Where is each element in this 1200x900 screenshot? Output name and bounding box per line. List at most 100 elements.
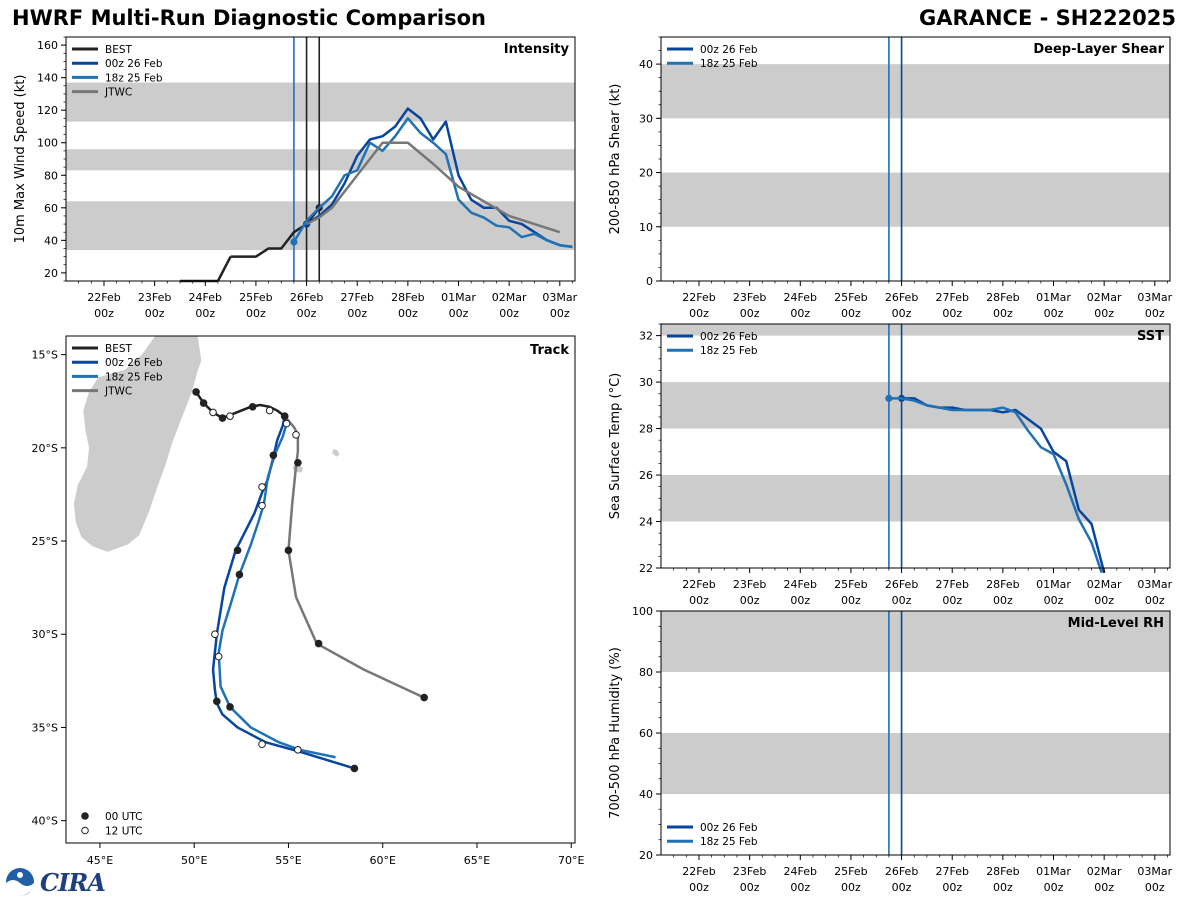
track-position-marker	[420, 693, 428, 702]
legend-label: 18z 25 Feb	[105, 72, 163, 84]
rh-panel: 20 40 60 80 100 22Feb 00z 23Feb 00z 24Feb 00z 25Feb…	[608, 605, 1173, 894]
shear-xtick-sublabel: 00z	[1044, 307, 1064, 320]
marker-legend-symbol	[81, 826, 89, 835]
intensity-series-line	[292, 117, 573, 249]
shear-xtick-label: 27Feb	[935, 291, 968, 304]
intensity-xtick-label: 01Mar	[441, 291, 476, 304]
shear-ytick-label: 10	[639, 221, 653, 234]
sst-xtick-sublabel: 00z	[1145, 594, 1165, 607]
track-position-marker	[248, 403, 257, 411]
track-position-marker	[192, 388, 200, 396]
legend-label: 00z 26 Feb	[105, 357, 163, 369]
shear-xtick-sublabel: 00z	[689, 307, 709, 320]
intensity-xtick-sublabel: 00z	[398, 307, 418, 320]
intensity-xtick-label: 03Mar	[542, 291, 577, 304]
track-line	[283, 415, 425, 699]
track-position-marker	[350, 764, 359, 773]
legend-label: 18z 25 Feb	[105, 371, 163, 383]
rh-xtick-label: 02Mar	[1087, 865, 1122, 878]
intensity-ytick-label: 80	[44, 169, 58, 182]
shear-xtick-label: 23Feb	[733, 291, 766, 304]
rh-xtick-label: 24Feb	[784, 865, 817, 878]
track-position-marker	[214, 652, 223, 661]
track-xtick-label: 60°E	[369, 854, 395, 867]
sst-ytick-label: 32	[639, 330, 653, 343]
intensity-series-line	[305, 107, 573, 249]
intensity-xtick-sublabel: 00z	[297, 307, 317, 320]
sst-ytick-label: 24	[639, 516, 653, 529]
track-panel: 45°E 50°E 55°E 60°E 65°E 70°E 15°S 20°S 25°S 30°S…	[32, 335, 585, 867]
legend-label: JTWC	[104, 87, 132, 99]
intensity-ytick-label: 20	[44, 267, 58, 280]
legend-label: 18z 25 Feb	[700, 836, 758, 848]
track-line	[195, 391, 286, 420]
track-xtick-label: 65°E	[464, 854, 490, 867]
rh-panel-title: Mid-Level RH	[1068, 616, 1164, 631]
sst-ytick-label: 30	[639, 376, 653, 389]
track-axes-frame	[65, 335, 576, 844]
track-position-marker	[269, 451, 278, 460]
shear-xtick-sublabel: 00z	[740, 307, 760, 320]
noaa-emblem-icon	[6, 868, 34, 896]
sst-xtick-sublabel: 00z	[993, 594, 1013, 607]
logo-text: CIRA	[40, 868, 106, 897]
rh-xtick-sublabel: 00z	[841, 881, 861, 894]
marker-legend-label: 00 UTC	[105, 811, 143, 823]
track-position-marker	[211, 630, 219, 639]
rh-xtick-sublabel: 00z	[790, 881, 810, 894]
rh-xtick-label: 26Feb	[885, 865, 918, 878]
rh-xtick-label: 03Mar	[1137, 865, 1172, 878]
shear-xtick-label: 26Feb	[885, 291, 918, 304]
sst-xtick-label: 23Feb	[733, 578, 766, 591]
intensity-band	[66, 149, 575, 171]
track-xtick-label: 45°E	[87, 854, 113, 867]
sst-ytick-label: 22	[639, 562, 653, 575]
rh-ytick-label: 20	[639, 849, 653, 862]
track-position-marker	[265, 406, 274, 415]
sst-xtick-label: 22Feb	[682, 578, 715, 591]
shear-ytick-label: 40	[639, 58, 653, 71]
shear-ytick-label: 20	[639, 167, 653, 180]
rh-ytick-label: 60	[639, 727, 653, 740]
track-ytick-label: 30°S	[32, 628, 58, 641]
sst-xtick-sublabel: 00z	[841, 594, 861, 607]
track-position-marker	[258, 501, 266, 510]
rh-xtick-label: 22Feb	[682, 865, 715, 878]
track-panel-title: Track	[530, 343, 569, 358]
track-position-marker	[282, 419, 291, 428]
sst-xtick-sublabel: 00z	[1094, 594, 1114, 607]
marker-legend-symbol	[81, 812, 89, 820]
intensity-xtick-sublabel: 00z	[94, 307, 114, 320]
legend-label: 00z 26 Feb	[105, 58, 163, 70]
track-position-marker	[209, 408, 217, 417]
track-position-marker	[314, 639, 323, 648]
rh-ytick-label: 40	[639, 788, 653, 801]
shear-xtick-label: 01Mar	[1036, 291, 1071, 304]
rh-xtick-sublabel: 00z	[1044, 881, 1064, 894]
intensity-xtick-label: 26Feb	[290, 291, 323, 304]
sst-band	[661, 382, 1170, 429]
track-position-marker	[218, 414, 227, 422]
sst-xtick-label: 03Mar	[1137, 578, 1172, 591]
track-position-marker	[294, 746, 302, 754]
marker-legend-label: 12 UTC	[105, 826, 143, 838]
sst-ytick-label: 28	[639, 423, 653, 436]
sst-xtick-sublabel: 00z	[1044, 594, 1064, 607]
shear-ytick-label: 30	[639, 112, 653, 125]
intensity-series-line	[306, 141, 561, 234]
intensity-series-marker	[290, 238, 298, 246]
sst-xtick-label: 27Feb	[935, 578, 968, 591]
intensity-ylabel: 10m Max Wind Speed (kt)	[13, 75, 28, 244]
legend-label: 00z 26 Feb	[700, 44, 758, 56]
sst-xtick-sublabel: 00z	[790, 594, 810, 607]
sst-ytick-label: 26	[639, 469, 653, 482]
sst-xtick-label: 01Mar	[1036, 578, 1071, 591]
intensity-ytick-label: 140	[37, 72, 58, 85]
rh-xtick-sublabel: 00z	[1145, 881, 1165, 894]
shear-xtick-label: 22Feb	[682, 291, 715, 304]
intensity-xtick-sublabel: 00z	[195, 307, 215, 320]
figure-title: HWRF Multi-Run Diagnostic Comparison	[12, 6, 487, 30]
shear-ytick-label: 0	[646, 275, 653, 288]
sst-panel: 22 24 26 28 30 32 22Feb 00z 23Feb 00z 24Feb 00z 25Fe…	[608, 323, 1173, 607]
